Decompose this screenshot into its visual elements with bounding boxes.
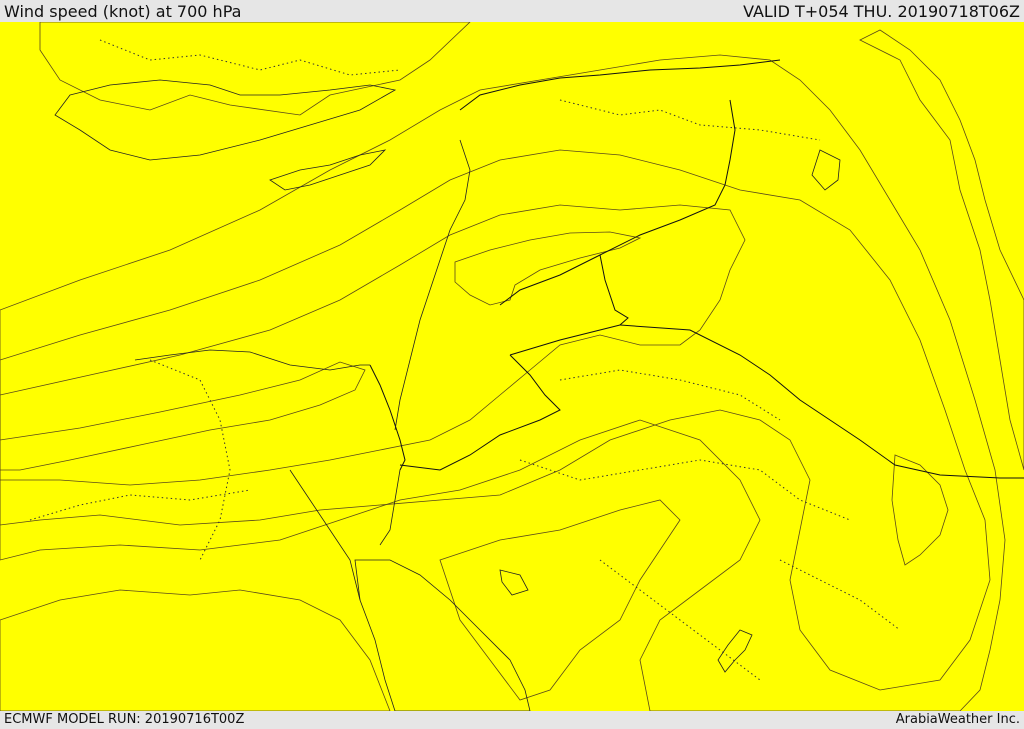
band-orange-east [891, 454, 949, 566]
map-footer: ECMWF MODEL RUN: 20190716T00Z ArabiaWeat… [0, 711, 1024, 729]
border-line [369, 364, 406, 471]
border-line [399, 324, 621, 471]
coastline [499, 569, 529, 596]
coastline [379, 469, 401, 546]
dotted-boundary [599, 559, 761, 681]
band-gold [0, 54, 1006, 711]
coastline [811, 149, 841, 191]
credit-label: ArabiaWeather Inc. [895, 712, 1020, 727]
border-line [459, 59, 781, 111]
band-jet-core-north [454, 231, 642, 306]
map-title: Wind speed (knot) at 700 hPa [4, 2, 242, 21]
band-deep-gold [0, 149, 991, 691]
band-orange [0, 204, 746, 486]
calm-region-turkey [39, 22, 471, 116]
map-header: Wind speed (knot) at 700 hPa VALID T+054… [0, 0, 1024, 22]
dotted-boundary [519, 459, 851, 521]
border-line [499, 99, 736, 306]
wind-speed-map [0, 22, 1024, 711]
band-jet-core [0, 361, 366, 471]
valid-time: VALID T+054 THU. 20190718T06Z [743, 2, 1020, 21]
dotted-boundary [149, 359, 231, 561]
calm-region-arabia [439, 499, 681, 701]
dotted-boundary [559, 369, 781, 421]
coastline [289, 469, 361, 601]
model-run-label: ECMWF MODEL RUN: 20190716T00Z [4, 712, 245, 727]
coastline [717, 629, 753, 673]
calm-region-east-coast [859, 29, 1024, 471]
coastline [394, 139, 471, 431]
map-canvas [0, 22, 1024, 711]
calm-region-egypt [0, 589, 391, 711]
sea-patch-north [54, 79, 397, 161]
border-line [599, 254, 1024, 479]
sea-red-sea [354, 559, 531, 711]
coastline [134, 349, 370, 371]
band-yellow [0, 22, 1024, 711]
coastline [269, 149, 387, 191]
